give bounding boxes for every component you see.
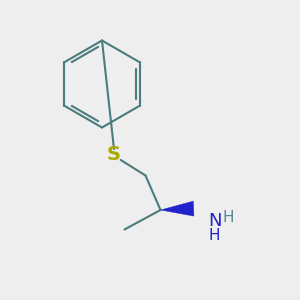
Polygon shape [160, 201, 194, 216]
Text: H: H [222, 210, 234, 225]
Text: N: N [208, 212, 221, 230]
Text: S: S [107, 145, 121, 164]
Text: H: H [209, 228, 220, 243]
